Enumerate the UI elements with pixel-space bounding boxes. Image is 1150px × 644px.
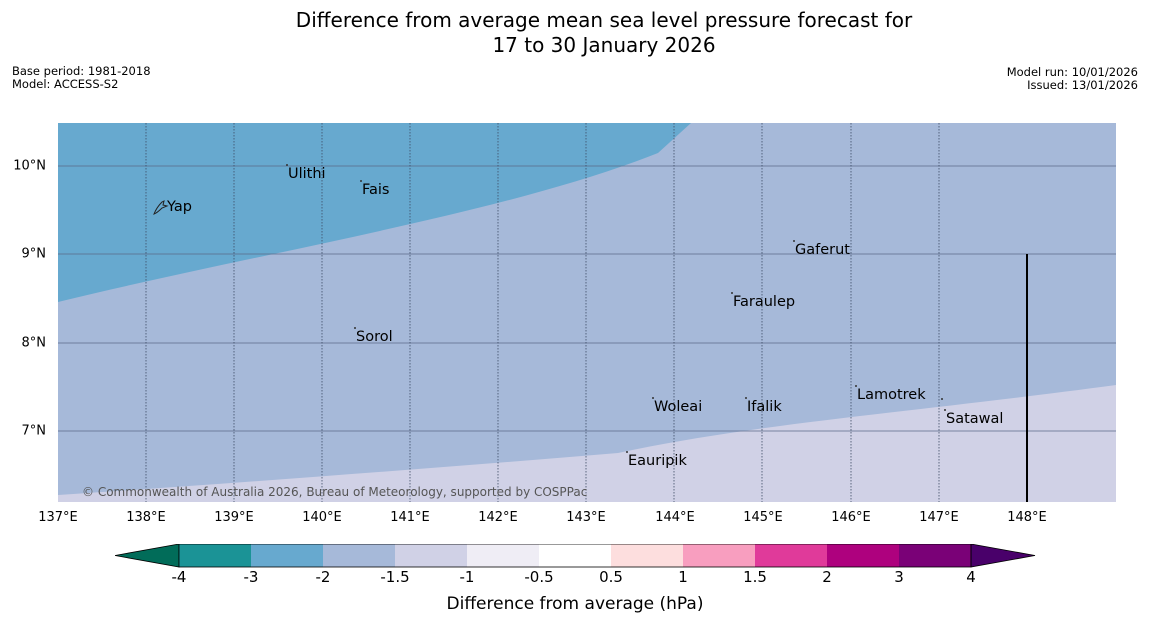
place-woleai-text: Woleai <box>654 399 703 415</box>
lat-label-10n: 10°N <box>13 158 46 174</box>
place-lamotrek: Lamotrek <box>855 385 926 403</box>
colorbar-seg-0 <box>179 544 251 567</box>
place-ulithi-text: Ulithi <box>288 166 326 182</box>
colorbar-tick: -1.5 <box>380 568 410 586</box>
colorbar-tick: -0.5 <box>524 568 554 586</box>
lon-label-137e: 137°E <box>38 510 78 525</box>
lon-label-140e: 140°E <box>302 510 342 525</box>
map-area <box>58 123 1116 502</box>
colorbar <box>114 543 1037 573</box>
colorbar-outline <box>178 543 972 568</box>
base-period: Base period: 1981-2018 <box>12 64 151 78</box>
colorbar-tick: -2 <box>315 568 331 586</box>
place-ifalik-text: Ifalik <box>747 399 782 415</box>
place-faraulep-text: Faraulep <box>733 294 796 310</box>
map-svg <box>58 123 1116 502</box>
place-yap: Yap <box>167 199 192 215</box>
colorbar-seg-3 <box>395 544 467 567</box>
place-gaferut: Gaferut <box>793 240 850 258</box>
model-name: Model: ACCESS-S2 <box>12 77 119 91</box>
colorbar-tick: -1 <box>459 568 475 586</box>
lon-label-146e: 146°E <box>831 510 871 525</box>
islet-dot <box>941 398 943 400</box>
lon-label-143e: 143°E <box>566 510 606 525</box>
place-ulithi-dot <box>286 164 288 166</box>
lon-label-148e: 148°E <box>1007 510 1047 525</box>
place-satawal: Satawal <box>944 409 1004 427</box>
colorbar-tick: 4 <box>966 568 976 586</box>
place-eauripik: Eauripik <box>626 451 687 469</box>
colorbar-seg-10 <box>899 544 971 567</box>
place-gaferut-text: Gaferut <box>795 242 850 258</box>
colorbar-tick: 2 <box>822 568 832 586</box>
place-eauripik-text: Eauripik <box>628 453 687 469</box>
model-run: Model run: 10/01/2026 <box>1006 65 1138 79</box>
copyright-notice: © Commonwealth of Australia 2026, Bureau… <box>82 485 588 499</box>
lon-label-144e: 144°E <box>655 510 695 525</box>
place-yap-text: Yap <box>167 199 192 215</box>
lat-label-7n: 7°N <box>21 423 47 439</box>
place-woleai-dot <box>652 397 654 399</box>
lon-label-141e: 141°E <box>390 510 430 525</box>
colorbar-seg-4 <box>467 544 539 567</box>
place-lamotrek-dot <box>855 385 857 387</box>
colorbar-tick: 3 <box>894 568 904 586</box>
place-ifalik-dot <box>745 397 747 399</box>
place-faraulep-dot <box>731 292 733 294</box>
yap-island-outline <box>153 200 169 215</box>
title-line-1: Difference from average mean sea level p… <box>295 8 913 32</box>
lon-label-138e: 138°E <box>126 510 166 525</box>
colorbar-seg-8 <box>755 544 827 567</box>
colorbar-extend-low <box>114 543 180 568</box>
colorbar-tick: 1.5 <box>743 568 767 586</box>
place-fais-dot <box>360 180 362 182</box>
title-line-2: 17 to 30 January 2026 <box>492 33 716 57</box>
place-ifalik: Ifalik <box>745 397 782 415</box>
colorbar-label: Difference from average (hPa) <box>446 594 704 614</box>
issued-date: Issued: 13/01/2026 <box>1027 78 1138 92</box>
colorbar-seg-5 <box>539 544 611 567</box>
place-ulithi: Ulithi <box>286 164 326 182</box>
lon-label-142e: 142°E <box>478 510 518 525</box>
colorbar-extend-high <box>970 543 1036 568</box>
colorbar-tick: -3 <box>243 568 259 586</box>
meta-left: Base period: 1981-2018 Model: ACCESS-S2 <box>12 65 151 91</box>
place-satawal-dot <box>944 409 946 411</box>
colorbar-seg-1 <box>251 544 323 567</box>
place-woleai: Woleai <box>652 397 703 415</box>
colorbar-svg <box>114 543 1036 568</box>
lat-label-8n: 8°N <box>21 335 47 351</box>
colorbar-seg-7 <box>683 544 755 567</box>
place-fais: Fais <box>360 180 390 198</box>
place-gaferut-dot <box>793 240 795 242</box>
colorbar-seg-2 <box>323 544 395 567</box>
place-sorol-dot <box>354 327 356 329</box>
lon-label-147e: 147°E <box>919 510 959 525</box>
pressure-band-minus1-5 <box>58 385 1116 502</box>
place-lamotrek-text: Lamotrek <box>857 387 926 403</box>
colorbar-tick: -4 <box>171 568 187 586</box>
place-sorol: Sorol <box>354 327 393 345</box>
place-faraulep: Faraulep <box>731 292 796 310</box>
lon-label-139e: 139°E <box>214 510 254 525</box>
colorbar-seg-6 <box>611 544 683 567</box>
meta-right: Model run: 10/01/2026 Issued: 13/01/2026 <box>1007 66 1138 92</box>
lat-label-9n: 9°N <box>21 246 47 262</box>
pressure-band-minus3 <box>58 123 691 302</box>
place-sorol-text: Sorol <box>356 329 393 345</box>
colorbar-seg-9 <box>827 544 899 567</box>
place-satawal-text: Satawal <box>946 411 1004 427</box>
lon-label-145e: 145°E <box>743 510 783 525</box>
chart-title: Difference from average mean sea level p… <box>0 8 1150 58</box>
place-fais-text: Fais <box>362 182 390 198</box>
colorbar-tick: 1 <box>678 568 688 586</box>
colorbar-tick: 0.5 <box>599 568 623 586</box>
longitude-gridlines <box>145 123 940 502</box>
place-eauripik-dot <box>626 451 628 453</box>
